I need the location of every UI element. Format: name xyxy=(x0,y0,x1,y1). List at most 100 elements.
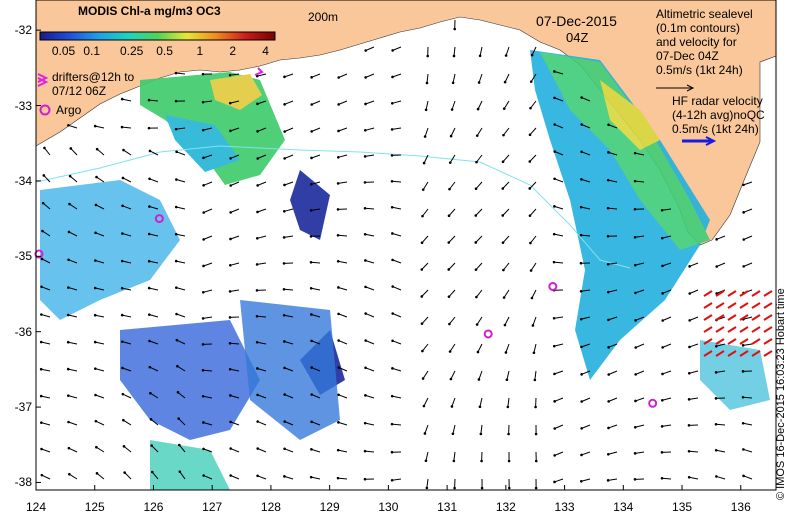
velocity-arrowhead xyxy=(452,459,456,463)
velocity-arrowhead xyxy=(553,150,556,153)
velocity-arrowhead xyxy=(528,187,532,190)
velocity-arrow xyxy=(581,478,591,482)
hf-radar-arrow xyxy=(727,326,737,333)
drifter-legend-marker xyxy=(37,73,49,83)
velocity-arrow xyxy=(452,424,456,434)
velocity-arrowhead xyxy=(310,156,313,160)
velocity-arrowhead xyxy=(391,49,394,52)
velocity-arrowhead xyxy=(364,285,367,289)
velocity-arrowhead xyxy=(176,364,179,368)
velocity-arrow xyxy=(41,395,51,399)
velocity-arrow xyxy=(422,181,429,190)
velocity-arrowhead xyxy=(67,394,70,397)
velocity-arrow xyxy=(662,343,672,348)
velocity-arrow xyxy=(448,235,456,243)
velocity-arrowhead xyxy=(147,286,151,290)
velocity-arrow xyxy=(365,73,375,78)
velocity-arrow xyxy=(257,154,267,159)
velocity-arrow xyxy=(338,260,348,264)
velocity-arrowhead xyxy=(420,295,424,298)
velocity-arrowhead xyxy=(607,426,610,430)
hf-radar-arrow xyxy=(763,326,773,333)
velocity-arrow xyxy=(257,421,267,426)
velocity-arrow xyxy=(453,46,456,56)
velocity-arrowhead xyxy=(148,313,151,316)
hf-radar-arrow xyxy=(715,326,725,333)
velocity-arrowhead xyxy=(422,404,426,408)
argo-float-marker xyxy=(34,249,44,259)
velocity-arrow xyxy=(122,177,132,183)
velocity-arrow xyxy=(479,46,483,56)
velocity-arrowhead xyxy=(687,449,691,453)
lat-tick-label: -33 xyxy=(14,98,32,113)
velocity-arrowhead xyxy=(175,312,178,316)
velocity-arrowhead xyxy=(177,417,180,420)
velocity-arrowhead xyxy=(94,367,97,370)
velocity-arrow xyxy=(230,368,240,372)
velocity-arrow xyxy=(531,46,537,56)
velocity-arrowhead xyxy=(122,445,126,448)
velocity-arrowhead xyxy=(501,160,505,164)
velocity-arrowhead xyxy=(148,339,151,343)
velocity-arrowhead xyxy=(256,393,259,397)
velocity-arrow xyxy=(41,341,51,345)
velocity-arrow xyxy=(150,418,159,426)
velocity-arrowhead xyxy=(94,419,98,423)
velocity-arrowhead xyxy=(255,263,259,266)
velocity-arrowhead xyxy=(391,232,394,235)
velocity-arrow xyxy=(311,394,321,399)
velocity-arrowhead xyxy=(453,27,457,31)
velocity-arrow xyxy=(122,393,132,399)
velocity-arrow xyxy=(122,341,132,345)
velocity-arrowhead xyxy=(363,421,367,425)
velocity-arrow xyxy=(257,127,267,132)
velocity-arrow xyxy=(151,471,159,480)
hf-radar-arrow xyxy=(751,338,761,345)
velocity-arrow xyxy=(635,343,645,348)
velocity-arrowhead xyxy=(229,157,232,160)
velocity-arrowhead xyxy=(714,371,718,374)
velocity-arrowhead xyxy=(580,453,583,457)
velocity-arrowhead xyxy=(40,313,43,316)
altimetry-legend-line: and velocity for xyxy=(656,35,737,49)
velocity-arrow xyxy=(230,289,240,292)
velocity-arrowhead xyxy=(336,208,340,211)
velocity-arrowhead xyxy=(661,372,664,376)
velocity-arrowhead xyxy=(364,366,367,370)
velocity-arrowhead xyxy=(310,339,313,343)
velocity-arrow xyxy=(421,235,429,244)
velocity-arrow xyxy=(365,233,375,237)
velocity-arrowhead xyxy=(363,181,367,184)
drifter-legend-label: drifters@12h to xyxy=(52,70,135,84)
velocity-arrowhead xyxy=(201,72,205,76)
hf-radar-arrow xyxy=(703,338,713,345)
velocity-arrowhead xyxy=(504,54,508,57)
velocity-arrowhead xyxy=(553,177,556,181)
velocity-arrow xyxy=(608,289,618,293)
velocity-arrow xyxy=(581,397,591,402)
velocity-arrow xyxy=(504,316,510,326)
velocity-arrow xyxy=(257,262,267,265)
velocity-arrow xyxy=(364,207,375,210)
velocity-arrowhead xyxy=(336,260,340,263)
hf-radar-vectors xyxy=(703,290,773,357)
velocity-arrowhead xyxy=(39,394,43,398)
velocity-arrow xyxy=(338,449,348,453)
velocity-arrow xyxy=(364,450,375,453)
velocity-arrowhead xyxy=(451,81,455,85)
velocity-arrow xyxy=(229,342,240,345)
velocity-arrow xyxy=(256,315,267,318)
velocity-arrow xyxy=(203,235,213,240)
velocity-arrow xyxy=(68,447,78,453)
velocity-arrow xyxy=(742,396,753,399)
velocity-arrow xyxy=(230,100,240,104)
velocity-arrow xyxy=(476,316,483,325)
velocity-arrowhead xyxy=(504,351,508,354)
velocity-arrowhead xyxy=(40,285,43,289)
velocity-arrowhead xyxy=(633,425,637,429)
velocity-arrow xyxy=(475,262,483,271)
velocity-arrowhead xyxy=(579,479,583,483)
velocity-arrow xyxy=(42,230,51,237)
hf-radar-arrow xyxy=(739,302,749,309)
velocity-arrowhead xyxy=(421,214,424,218)
